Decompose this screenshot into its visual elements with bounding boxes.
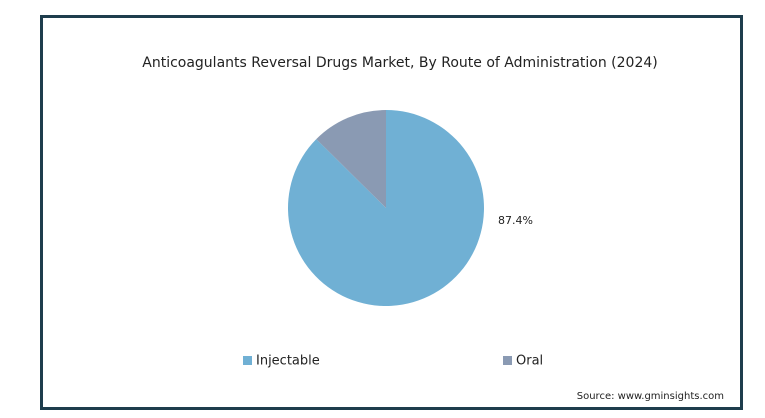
- pie-slice: [316, 110, 386, 208]
- data-label: 87.4%: [498, 214, 533, 227]
- source: Source: www.gminsights.com: [577, 391, 724, 402]
- legend-label: Injectable: [256, 354, 320, 369]
- legend-label: Oral: [516, 354, 543, 369]
- chart-title: Anticoagulants Reversal Drugs Market, By…: [142, 55, 657, 71]
- legend-swatch: [503, 356, 512, 365]
- legend-swatch: [243, 356, 252, 365]
